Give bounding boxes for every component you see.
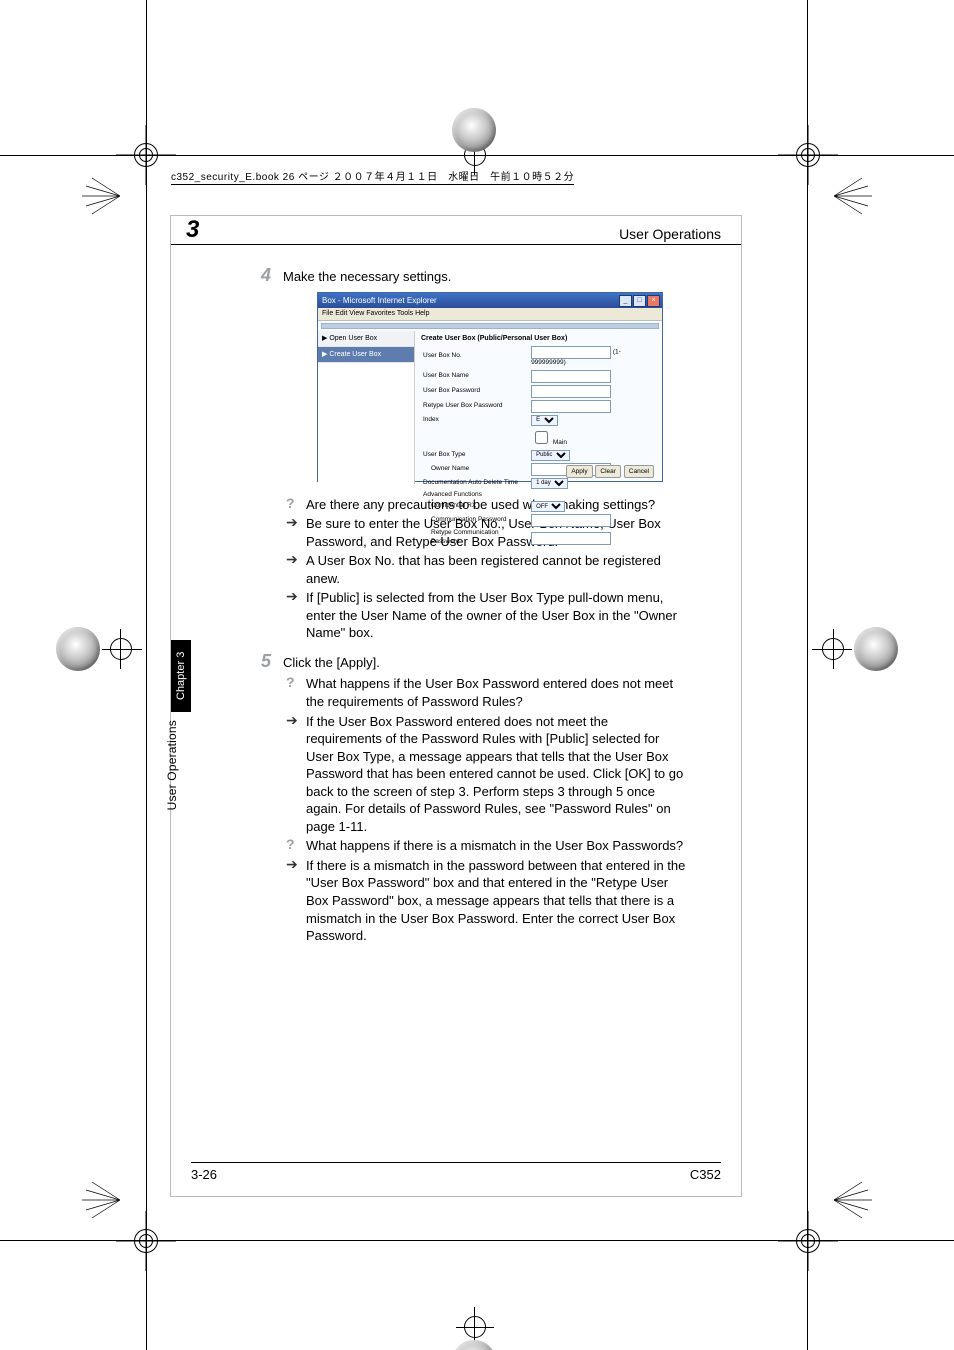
crop-line xyxy=(807,0,808,1350)
user-box-no-input[interactable] xyxy=(531,346,611,359)
content-frame: c352_security_E.book 26 ページ ２００７年４月１１日 水… xyxy=(170,215,742,1197)
question-icon: ? xyxy=(286,496,306,511)
qa-answer: If the User Box Password entered does no… xyxy=(306,713,686,836)
arrow-icon: ➔ xyxy=(286,515,306,530)
label-advanced: Advanced Functions xyxy=(421,490,529,501)
chapter-number: 3 xyxy=(186,216,199,244)
index-select[interactable]: E xyxy=(531,415,558,426)
body: 4 Make the necessary settings. Box - Mic… xyxy=(171,266,741,949)
header-strip: c352_security_E.book 26 ページ ２００７年４月１１日 水… xyxy=(171,168,574,185)
step-number: 5 xyxy=(171,652,283,670)
sidebar-item-create-user-box[interactable]: ▶ Create User Box xyxy=(318,347,414,363)
sidebar: ▶ Open User Box ▶ Create User Box xyxy=(318,331,415,484)
label-user-box-password: User Box Password xyxy=(421,384,529,399)
arrow-icon: ➔ xyxy=(286,552,306,567)
label-auto-delete: Documentation Auto Delete Time xyxy=(421,477,529,490)
retype-password-input[interactable] xyxy=(531,400,611,413)
page: c352_security_E.book 26 ページ ２００７年４月１１日 水… xyxy=(0,0,954,1350)
clear-button[interactable]: Clear xyxy=(595,465,621,478)
fan-mark xyxy=(80,1180,120,1220)
step-4: 4 Make the necessary settings. xyxy=(171,266,741,286)
arrow-icon: ➔ xyxy=(286,713,306,728)
cancel-button[interactable]: Cancel xyxy=(624,465,654,478)
menu-bar[interactable]: File Edit View Favorites Tools Help xyxy=(318,308,662,321)
qa-question: What happens if the User Box Password en… xyxy=(306,675,686,710)
user-box-name-input[interactable] xyxy=(531,370,611,383)
fan-mark xyxy=(834,176,874,216)
label-index: Index xyxy=(421,414,529,427)
label-user-box-type: User Box Type xyxy=(421,449,529,462)
question-icon: ? xyxy=(286,837,306,852)
label-retype-password: Retype User Box Password xyxy=(421,399,529,414)
footer-model: C352 xyxy=(690,1167,721,1182)
window-title: Box - Microsoft Internet Explorer xyxy=(322,296,437,305)
registration-mark xyxy=(116,1211,176,1271)
arrow-icon: ➔ xyxy=(286,857,306,872)
label-user-box-name: User Box Name xyxy=(421,369,529,384)
window-buttons: _ □ × xyxy=(619,295,660,307)
label-confidential-rx: Confidential RX xyxy=(421,500,529,513)
sidebar-item-open-user-box[interactable]: ▶ Open User Box xyxy=(318,331,414,347)
label-retype-comm-password: Retype Communication Password xyxy=(421,528,529,548)
crop-line xyxy=(146,0,147,1350)
embedded-screenshot: Box - Microsoft Internet Explorer _ □ × … xyxy=(317,292,663,482)
confidential-rx-select[interactable]: OFF xyxy=(531,501,565,512)
window-titlebar: Box - Microsoft Internet Explorer _ □ × xyxy=(318,293,662,308)
arrow-icon: ➔ xyxy=(286,589,306,604)
auto-delete-select[interactable]: 1 day xyxy=(531,478,568,489)
comm-password-input[interactable] xyxy=(531,514,611,527)
user-box-password-input[interactable] xyxy=(531,385,611,398)
fan-mark xyxy=(834,1180,874,1220)
registration-mark xyxy=(778,1211,838,1271)
label-user-box-no: User Box No. xyxy=(421,345,529,369)
form-panel: Create User Box (Public/Personal User Bo… xyxy=(415,331,662,484)
qa-answer: If [Public] is selected from the User Bo… xyxy=(306,589,686,642)
label-owner-name: Owner Name xyxy=(421,462,529,477)
label-comm-password: Communication Password xyxy=(421,513,529,528)
minimize-icon[interactable]: _ xyxy=(619,295,632,307)
main-checkbox[interactable] xyxy=(535,431,548,444)
user-box-type-select[interactable]: Public xyxy=(531,450,570,461)
step-text: Make the necessary settings. xyxy=(283,266,741,286)
step-5: 5 Click the [Apply]. xyxy=(171,652,741,672)
label-main: Main xyxy=(553,439,567,446)
step-number: 4 xyxy=(171,266,283,284)
fan-mark xyxy=(80,176,120,216)
maximize-icon[interactable]: □ xyxy=(633,295,646,307)
qa-question: What happens if there is a mismatch in t… xyxy=(306,837,686,855)
step-text: Click the [Apply]. xyxy=(283,652,741,672)
qa-answer: A User Box No. that has been registered … xyxy=(306,552,686,587)
registration-mark xyxy=(116,125,176,185)
qa-answer: If there is a mismatch in the password b… xyxy=(306,857,686,945)
retype-comm-password-input[interactable] xyxy=(531,532,611,545)
close-icon[interactable]: × xyxy=(647,295,660,307)
footer: 3-26 C352 xyxy=(191,1162,721,1182)
apply-button[interactable]: Apply xyxy=(566,465,592,478)
form-buttons: Apply Clear Cancel xyxy=(565,465,654,478)
qa-block-2: ?What happens if the User Box Password e… xyxy=(286,675,686,944)
question-icon: ? xyxy=(286,675,306,690)
registration-mark xyxy=(778,125,838,185)
footer-page-number: 3-26 xyxy=(191,1167,217,1182)
toolbar-rule xyxy=(321,323,659,329)
running-head: User Operations xyxy=(619,226,721,242)
form-title: Create User Box (Public/Personal User Bo… xyxy=(421,334,656,343)
